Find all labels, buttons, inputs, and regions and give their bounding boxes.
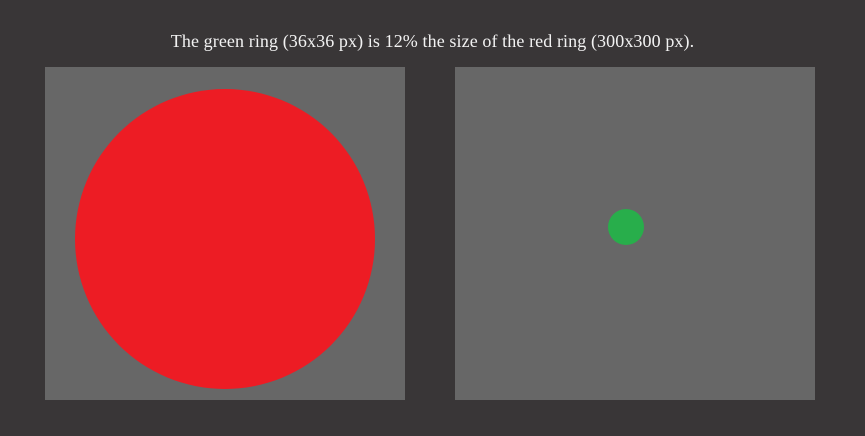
red-ring bbox=[75, 89, 375, 389]
green-ring-panel bbox=[455, 67, 815, 400]
green-ring bbox=[608, 209, 644, 245]
red-ring-panel bbox=[45, 67, 405, 400]
caption-text: The green ring (36x36 px) is 12% the siz… bbox=[170, 31, 695, 51]
